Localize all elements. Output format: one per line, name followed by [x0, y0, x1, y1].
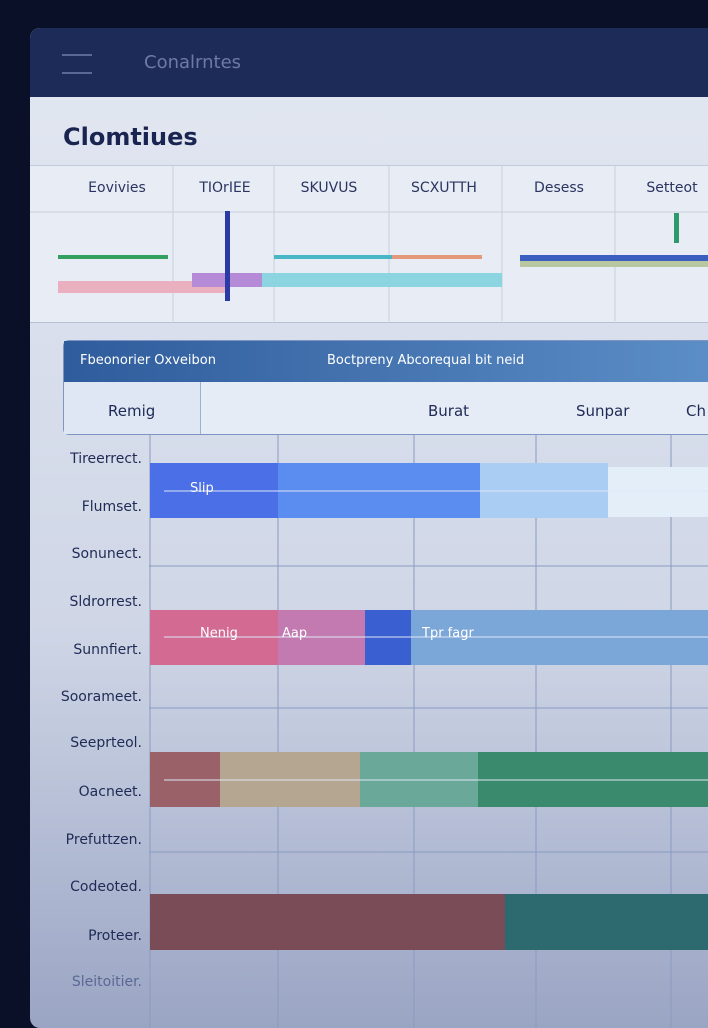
column-header: Desess: [534, 180, 584, 196]
card: Fbeonorier Oxveibon Boctpreny Abcorequal…: [63, 340, 708, 435]
column-label: Sunpar: [576, 402, 630, 420]
row-label: Tireerrect.: [70, 451, 142, 467]
row-label: Sleitoitier.: [71, 974, 142, 990]
column-header: SKUVUS: [300, 180, 358, 196]
column-label: Burat: [428, 402, 470, 420]
overview-gantt: [30, 165, 708, 321]
row-label: Sooramеet.: [60, 689, 142, 705]
tab-label[interactable]: Remig: [108, 402, 156, 420]
app-window: Conalrntes Clomtiues Eovivies TIOrIEE SK…: [30, 28, 708, 1028]
card-subtitle: Boctpreny Abcorequal bit neid: [327, 353, 525, 368]
tab[interactable]: [64, 382, 201, 434]
row-label: Codeotеd.: [70, 879, 142, 895]
row-label: Flumset.: [81, 499, 142, 515]
row-label: Proteer.: [88, 928, 142, 944]
page-title: Clomtiues: [63, 123, 198, 151]
app-title: Conalrntes: [144, 52, 242, 73]
card-header: Fbeonorier Oxveibon Boctpreny Abcorequal…: [64, 341, 708, 382]
menu-icon[interactable]: [62, 54, 92, 74]
bar-label: Nenig: [200, 626, 238, 641]
overview-strip: [30, 165, 708, 323]
card-title: Fbeonorier Oxveibon: [80, 353, 216, 368]
column-header: SCXUTTH: [411, 180, 477, 196]
column-header: Eovivies: [88, 180, 146, 196]
bar-label: Tpr fagr: [422, 626, 474, 641]
row-label: Oacneet.: [78, 784, 142, 800]
row-label: Sonunect.: [71, 546, 142, 562]
row-label: Sunnfiert.: [73, 642, 142, 658]
gantt-grid: [149, 434, 708, 1028]
row-label: Prefuttzen.: [65, 832, 142, 848]
column-header: Settеot: [646, 180, 698, 196]
bar-label: Aap: [282, 626, 308, 641]
row-label: Sldrorrest.: [69, 594, 142, 610]
column-header: TIOrIEE: [199, 180, 251, 196]
bar-label: Slip: [190, 481, 214, 496]
top-bar: Conalrntes: [30, 28, 708, 97]
column-label: Ch: [686, 402, 706, 420]
row-label: Seeprteol.: [70, 735, 142, 751]
